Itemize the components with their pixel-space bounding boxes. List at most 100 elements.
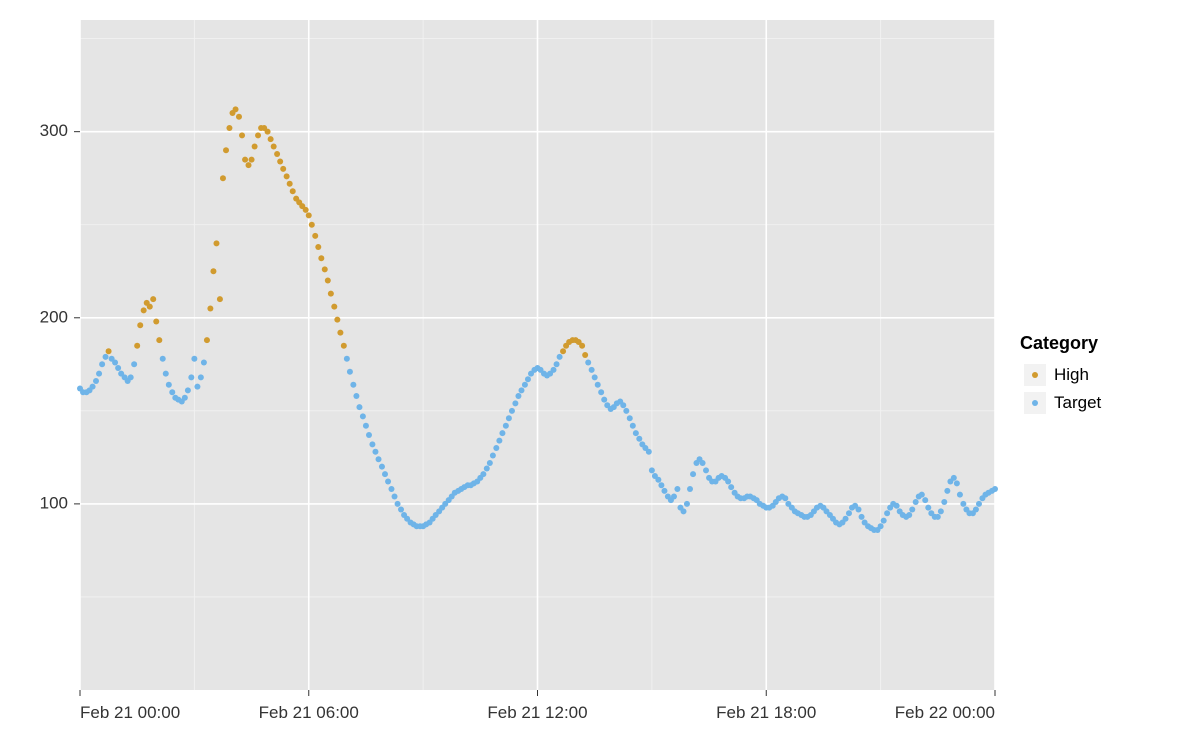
data-point: [306, 212, 312, 218]
data-point: [522, 382, 528, 388]
data-point: [392, 493, 398, 499]
data-point: [147, 304, 153, 310]
data-point: [620, 402, 626, 408]
data-point: [976, 501, 982, 507]
data-point: [684, 501, 690, 507]
data-point: [843, 516, 849, 522]
data-point: [233, 106, 239, 112]
data-point: [951, 475, 957, 481]
data-point: [856, 506, 862, 512]
data-point: [350, 382, 356, 388]
data-point: [112, 359, 118, 365]
data-point: [687, 486, 693, 492]
data-point: [496, 438, 502, 444]
data-point: [277, 158, 283, 164]
data-point: [334, 317, 340, 323]
legend-dot-icon: [1032, 372, 1038, 378]
data-point: [674, 486, 680, 492]
data-point: [204, 337, 210, 343]
data-point: [633, 430, 639, 436]
data-point: [878, 523, 884, 529]
data-point: [503, 423, 509, 429]
data-point: [217, 296, 223, 302]
data-point: [128, 374, 134, 380]
data-point: [150, 296, 156, 302]
data-point: [341, 343, 347, 349]
data-point: [499, 430, 505, 436]
data-point: [182, 395, 188, 401]
data-point: [220, 175, 226, 181]
data-point: [156, 337, 162, 343]
data-point: [518, 387, 524, 393]
data-point: [201, 359, 207, 365]
data-point: [859, 514, 865, 520]
legend-item: Target: [1020, 390, 1200, 416]
data-point: [325, 278, 331, 284]
data-point: [207, 305, 213, 311]
data-point: [515, 393, 521, 399]
data-point: [646, 449, 652, 455]
data-point: [372, 449, 378, 455]
data-point: [309, 222, 315, 228]
data-point: [265, 129, 271, 135]
data-point: [579, 343, 585, 349]
data-point: [623, 408, 629, 414]
data-point: [169, 389, 175, 395]
data-point: [318, 255, 324, 261]
data-point: [353, 393, 359, 399]
data-point: [242, 157, 248, 163]
data-point: [213, 240, 219, 246]
data-point: [131, 361, 137, 367]
data-point: [287, 181, 293, 187]
chart-panel: 100200300Feb 21 00:00Feb 21 06:00Feb 21 …: [0, 0, 1010, 750]
data-point: [284, 173, 290, 179]
data-point: [636, 436, 642, 442]
data-point: [331, 304, 337, 310]
data-point: [356, 404, 362, 410]
data-point: [595, 382, 601, 388]
data-point: [960, 501, 966, 507]
data-point: [919, 492, 925, 498]
data-point: [671, 493, 677, 499]
data-point: [226, 125, 232, 131]
data-point: [106, 348, 112, 354]
data-point: [363, 423, 369, 429]
data-point: [487, 460, 493, 466]
x-tick-label: Feb 21 00:00: [80, 703, 180, 722]
data-point: [909, 506, 915, 512]
data-point: [944, 488, 950, 494]
data-point: [249, 157, 255, 163]
data-point: [366, 432, 372, 438]
data-point: [728, 484, 734, 490]
data-point: [115, 365, 121, 371]
data-point: [560, 348, 566, 354]
data-point: [271, 144, 277, 150]
data-point: [894, 503, 900, 509]
x-tick-label: Feb 21 12:00: [487, 703, 587, 722]
data-point: [344, 356, 350, 362]
data-point: [592, 374, 598, 380]
data-point: [658, 482, 664, 488]
data-point: [322, 266, 328, 272]
data-point: [884, 510, 890, 516]
data-point: [141, 307, 147, 313]
data-point: [255, 132, 261, 138]
data-point: [303, 207, 309, 213]
data-point: [601, 397, 607, 403]
data-point: [925, 505, 931, 511]
data-point: [185, 387, 191, 393]
data-point: [630, 423, 636, 429]
data-point: [585, 359, 591, 365]
data-point: [252, 144, 258, 150]
data-point: [506, 415, 512, 421]
y-tick-label: 100: [40, 493, 68, 512]
data-point: [598, 389, 604, 395]
data-point: [376, 456, 382, 462]
data-point: [385, 479, 391, 485]
data-point: [554, 361, 560, 367]
data-point: [881, 518, 887, 524]
data-point: [655, 477, 661, 483]
legend-item: High: [1020, 362, 1200, 388]
data-point: [782, 495, 788, 501]
data-point: [103, 354, 109, 360]
